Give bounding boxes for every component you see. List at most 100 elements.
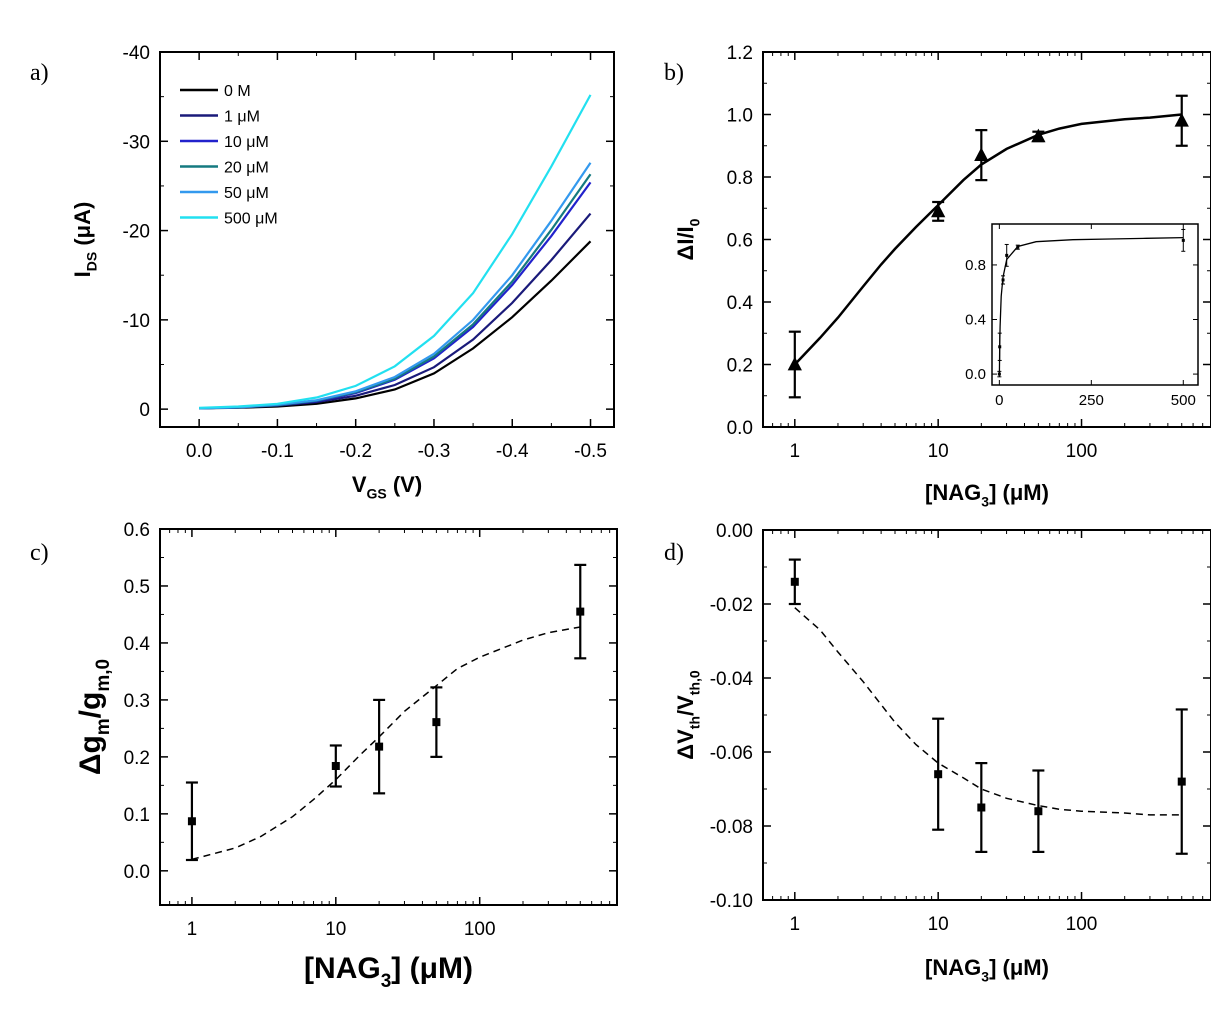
axis-label-main: ΔI/I (673, 226, 698, 260)
axis-label-subscript: m (93, 718, 114, 735)
data-point (187, 817, 196, 826)
data-point (432, 718, 441, 727)
y-tick-label: 0.0 (124, 862, 150, 883)
axis-label-main: V (352, 472, 367, 497)
x-tick-label: 10 (325, 919, 346, 940)
inset-y-tick-label: 0.0 (965, 366, 986, 383)
x-axis-label: [NAG3] (μM) (925, 955, 1049, 985)
legend-entry: 10 μM (224, 134, 269, 151)
y-tick-label: 1.0 (727, 106, 753, 127)
x-tick-label: 10 (928, 441, 949, 462)
axis-label-main: [NAG (925, 480, 981, 505)
x-tick-label: -0.5 (574, 441, 607, 462)
axis-label-rest: (V) (387, 472, 422, 497)
x-axis-label: [NAG3] (μM) (925, 480, 1049, 510)
axis-label-main: Δg (74, 735, 107, 775)
data-point (974, 147, 989, 161)
inset-y-tick-label: 0.8 (965, 257, 986, 274)
series-line (199, 94, 592, 409)
axis-label-subscript: GS (367, 486, 387, 502)
y-tick-label: -0.06 (710, 743, 753, 764)
panel-letter-a: a) (30, 60, 49, 86)
data-point (931, 203, 946, 218)
y-tick-label: -30 (123, 132, 150, 153)
data-point (977, 803, 986, 812)
x-tick-label: 0.0 (186, 441, 212, 462)
y-axis-label: ΔVth/Vth,0 (673, 670, 703, 760)
inset-x-tick-label: 500 (1171, 392, 1196, 409)
data-point (1005, 253, 1009, 257)
axis-label-rest: ] (μM) (391, 952, 473, 985)
axis-label-subscript-2: m,0 (93, 659, 114, 692)
data-point (998, 345, 1002, 349)
panel-letter-c: c) (30, 540, 49, 566)
y-tick-label: -20 (123, 222, 150, 243)
data-point (1177, 777, 1186, 786)
data-point (331, 761, 340, 770)
y-tick-label: -0.10 (710, 891, 753, 912)
y-tick-label: 0.0 (727, 418, 753, 439)
chart-panel-b: 0.0 0.2 0.4 0.6 0.8 1.0 1.2 1 10 100 [NAG3] (μM) ΔI… (673, 43, 1211, 510)
data-point (1174, 112, 1189, 127)
y-tick-label: 0.00 (716, 521, 753, 542)
data-point (1031, 128, 1046, 143)
data-point (997, 372, 1001, 376)
axis-label-main: [NAG (925, 955, 981, 980)
chart-panel-a: 0 -10 -20 -30 -40 0.0 -0.1 -0.2 -0.3 -0.4 -0.5 VGS … (70, 43, 615, 502)
data-point (1034, 807, 1043, 816)
x-axis-label: VGS (V) (352, 472, 422, 502)
y-axis-label: ΔI/I0 (673, 218, 703, 260)
data-point (576, 607, 585, 616)
legend-entry: 20 μM (224, 160, 269, 177)
x-tick-label: 100 (1066, 914, 1098, 935)
chart-panel-c: 0.0 0.1 0.2 0.3 0.4 0.5 0.6 1 10 100 [NAG3] (μM) Δg… (74, 520, 618, 992)
y-tick-label: 0 (139, 400, 150, 421)
y-tick-label: 0.1 (124, 805, 150, 826)
axis-label-subscript: 3 (381, 971, 392, 992)
y-tick-label: 0.2 (727, 356, 753, 377)
y-tick-label: -10 (123, 311, 150, 332)
y-tick-label: -0.02 (710, 595, 753, 616)
x-tick-label: 100 (464, 919, 496, 940)
x-tick-label: 100 (1066, 441, 1098, 462)
legend-entry: 0 M (224, 83, 251, 100)
x-tick-label: -0.3 (418, 441, 451, 462)
legend-entry: 1 μM (224, 109, 260, 126)
axis-label-main: ΔV (673, 729, 698, 760)
axis-label-rest: ] (μM) (989, 480, 1049, 505)
x-tick-label: -0.1 (261, 441, 294, 462)
y-axis-label: Δgm/gm,0 (74, 659, 114, 775)
x-tick-label: 1 (790, 441, 801, 462)
axis-label-rest: ] (μM) (989, 955, 1049, 980)
data-point (1001, 278, 1005, 282)
plot-frame-c (159, 528, 618, 906)
inset-y-tick-label: 0.4 (965, 312, 986, 329)
y-tick-label: 1.2 (727, 43, 753, 64)
y-tick-label: 0.6 (727, 231, 753, 252)
x-tick-label: -0.2 (339, 441, 372, 462)
axis-label-subscript: 3 (981, 969, 989, 985)
y-tick-label: 0.4 (727, 293, 754, 314)
axis-label-subscript: DS (84, 252, 100, 271)
legend-entry: 50 μM (224, 185, 269, 202)
data-point (375, 742, 384, 751)
y-tick-label: -0.08 (710, 817, 753, 838)
data-point (787, 356, 802, 371)
x-tick-label: 1 (790, 914, 801, 935)
data-point (1181, 238, 1185, 242)
y-tick-label: 0.2 (124, 748, 150, 769)
y-tick-label: -0.04 (710, 669, 754, 690)
data-point (790, 577, 799, 586)
inset-x-tick-label: 250 (1079, 392, 1104, 409)
data-point (934, 770, 943, 779)
panel-letter-b: b) (664, 60, 684, 86)
inset-frame (991, 223, 1199, 386)
x-tick-label: 10 (928, 914, 949, 935)
y-tick-label: 0.3 (124, 691, 150, 712)
y-axis-label: IDS (μA) (70, 202, 100, 278)
axis-label-rest: (μA) (70, 202, 95, 252)
axis-label-rest: /g (74, 692, 107, 719)
fit-curve (793, 113, 1182, 366)
x-tick-label: 1 (187, 919, 198, 940)
